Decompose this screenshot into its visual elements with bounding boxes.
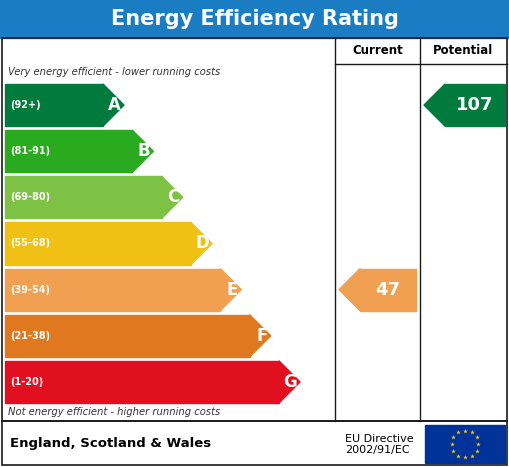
Bar xyxy=(5,361,279,403)
Text: E: E xyxy=(227,281,238,298)
Text: (55-68): (55-68) xyxy=(10,239,50,248)
Bar xyxy=(2,38,507,421)
Polygon shape xyxy=(339,269,360,311)
Text: Very energy efficient - lower running costs: Very energy efficient - lower running co… xyxy=(8,67,220,77)
Polygon shape xyxy=(132,130,153,172)
Text: 107: 107 xyxy=(456,96,494,114)
Text: 2002/91/EC: 2002/91/EC xyxy=(345,445,410,455)
Text: F: F xyxy=(257,327,268,345)
Text: EU Directive: EU Directive xyxy=(345,434,414,444)
Text: 47: 47 xyxy=(376,281,401,298)
Bar xyxy=(445,84,505,126)
Text: B: B xyxy=(138,142,150,160)
Text: Potential: Potential xyxy=(433,44,494,57)
Bar xyxy=(360,269,416,311)
Text: (1-20): (1-20) xyxy=(10,377,43,387)
Text: (81-91): (81-91) xyxy=(10,146,50,156)
Bar xyxy=(5,130,132,172)
Text: D: D xyxy=(195,234,209,253)
Bar xyxy=(5,222,191,265)
Polygon shape xyxy=(103,84,124,126)
Polygon shape xyxy=(191,222,212,265)
Text: A: A xyxy=(108,96,121,114)
Polygon shape xyxy=(424,84,445,126)
Polygon shape xyxy=(249,315,271,357)
Text: (39-54): (39-54) xyxy=(10,285,50,295)
Bar xyxy=(2,421,507,465)
Polygon shape xyxy=(220,269,241,311)
Text: G: G xyxy=(284,373,297,391)
Text: (92+): (92+) xyxy=(10,100,41,110)
Bar xyxy=(5,315,249,357)
Bar xyxy=(5,269,220,311)
Text: (21-38): (21-38) xyxy=(10,331,50,341)
Bar xyxy=(5,84,103,126)
Bar xyxy=(425,425,505,463)
Text: Not energy efficient - higher running costs: Not energy efficient - higher running co… xyxy=(8,407,220,417)
Text: (69-80): (69-80) xyxy=(10,192,50,202)
Text: Energy Efficiency Rating: Energy Efficiency Rating xyxy=(110,9,399,29)
Bar xyxy=(0,0,509,38)
Polygon shape xyxy=(161,176,183,219)
Bar xyxy=(5,176,161,219)
Text: C: C xyxy=(167,188,180,206)
Text: Current: Current xyxy=(352,44,403,57)
Polygon shape xyxy=(279,361,300,403)
Text: England, Scotland & Wales: England, Scotland & Wales xyxy=(10,437,211,450)
